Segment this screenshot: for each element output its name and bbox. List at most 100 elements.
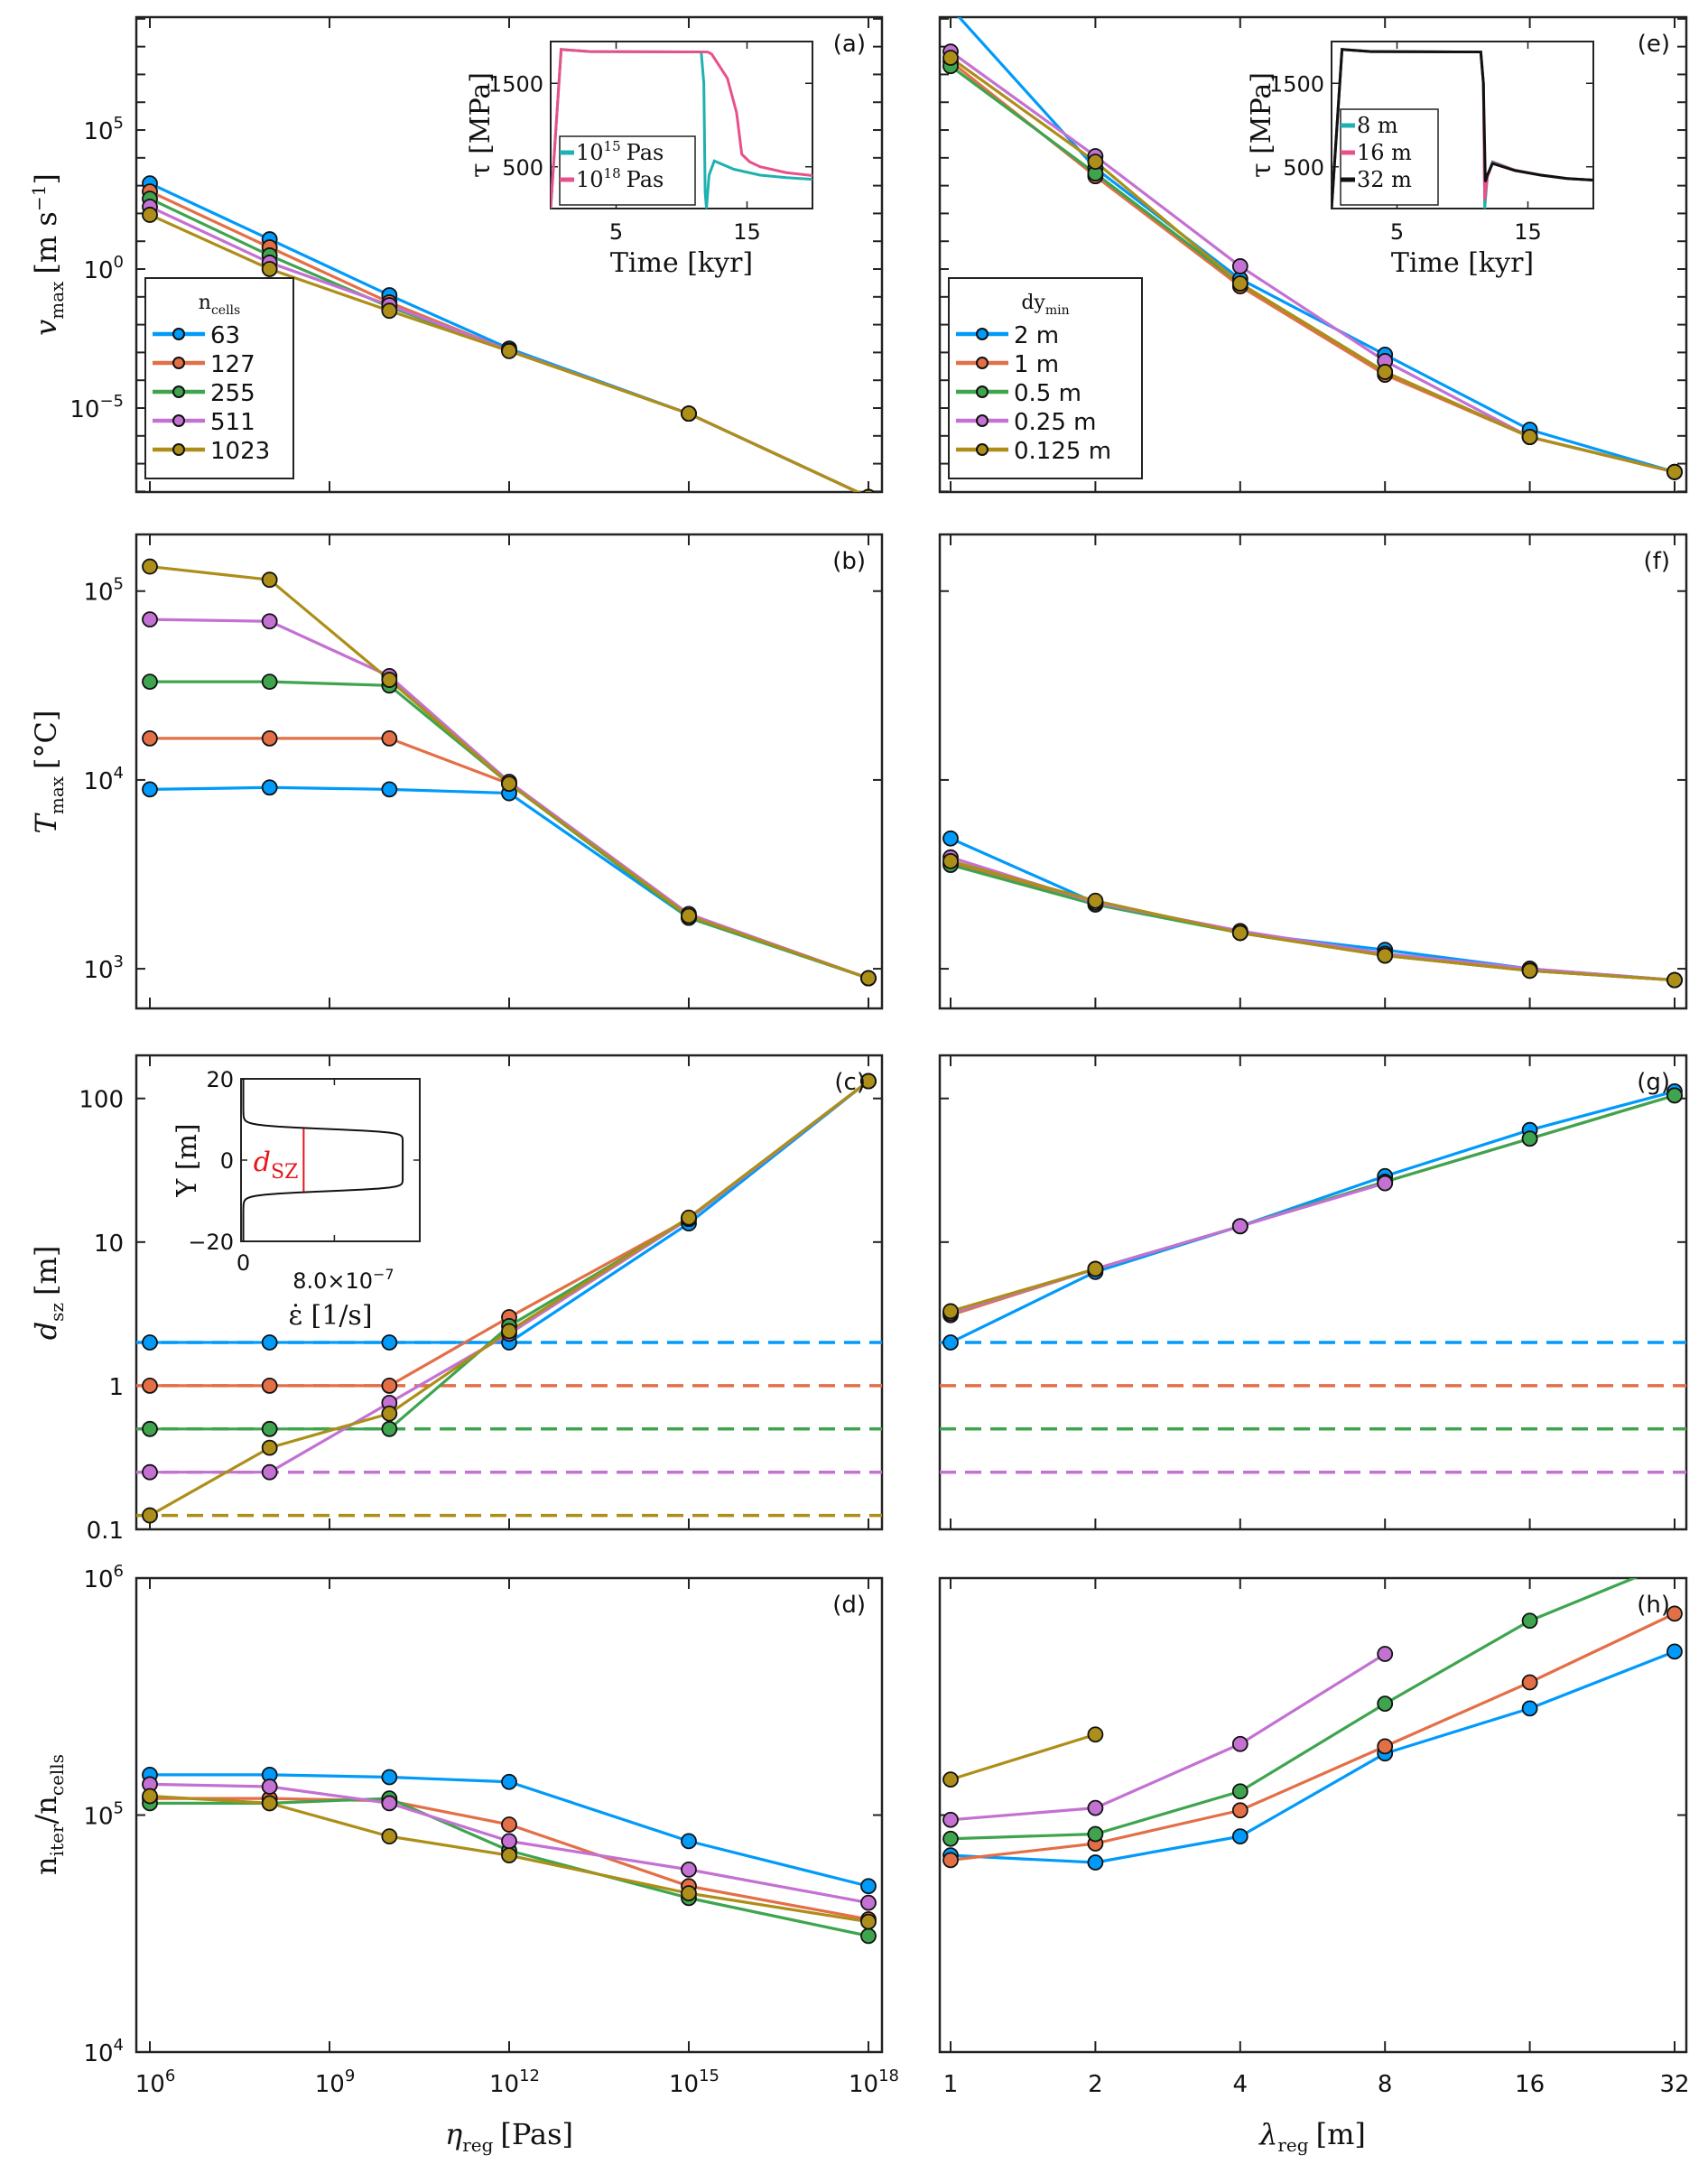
- y-tick-label-sup: 5: [114, 1799, 124, 1818]
- y-tick-label-base: 10: [83, 1566, 113, 1593]
- panel-label: (f): [1644, 548, 1670, 575]
- data-point: [1521, 962, 1538, 980]
- data-point: [1521, 1130, 1538, 1147]
- plot-frame: [938, 1576, 1688, 2054]
- inset-x-tick-label: 15: [733, 219, 761, 245]
- x-tick-label-sup: 6: [165, 2066, 175, 2085]
- legend-marker: [976, 328, 989, 340]
- y-tick-label-sup: 3: [114, 952, 124, 971]
- inset-x-tick-label: 8.0×10−7: [292, 1266, 394, 1294]
- inset-legend-entry: 32 m: [1357, 167, 1412, 192]
- data-point: [1377, 1175, 1394, 1192]
- data-point: [1087, 1260, 1104, 1277]
- x-tick-label: 106: [135, 2066, 176, 2098]
- data-point: [1666, 463, 1683, 480]
- x-tick-label-sup: 12: [519, 2066, 540, 2085]
- plot-area: [942, 1578, 1683, 1871]
- data-point: [381, 1378, 398, 1394]
- y-tick-label: 106: [83, 1562, 124, 1593]
- data-point: [142, 611, 158, 628]
- legend-entry: 255: [210, 380, 255, 407]
- data-point: [1087, 1799, 1104, 1816]
- inset-x-tick-label: 5: [609, 219, 623, 245]
- x-tick-label-base: 10: [669, 2071, 699, 2098]
- plot-frame: [938, 15, 1688, 494]
- data-point: [142, 1378, 158, 1394]
- legend-title: ncells: [199, 292, 240, 318]
- plot-area: [942, 17, 1683, 480]
- data-point: [261, 1334, 278, 1351]
- y-tick-label: 10−5: [70, 392, 124, 423]
- series-line: [950, 856, 1676, 982]
- plot-frame: [135, 533, 884, 1010]
- series-line: [149, 618, 869, 980]
- inset-legend-base: 8 m: [1357, 113, 1398, 138]
- x-tick-label-base: 4: [1233, 2071, 1249, 2098]
- inset-ylabel: τ [MPa]: [1246, 72, 1277, 178]
- panel-label: (a): [833, 31, 866, 58]
- ylabel-d: niter/ncells: [29, 1754, 68, 1875]
- legend-marker: [976, 414, 989, 427]
- inset-legend-base: 10: [576, 140, 604, 165]
- data-point: [381, 1828, 398, 1845]
- data-point: [381, 1795, 398, 1812]
- data-point: [261, 673, 278, 691]
- y-tick-label-base: 1: [108, 1374, 124, 1401]
- data-point: [1231, 1783, 1249, 1800]
- plot-area: [142, 558, 877, 987]
- data-point: [381, 672, 398, 688]
- series-line: [950, 863, 1676, 982]
- data-point: [142, 207, 158, 223]
- x-tick-label-base: 32: [1659, 2071, 1689, 2098]
- x-tick-label-sup: 18: [878, 2066, 899, 2085]
- series-line: [950, 1578, 1638, 1841]
- data-point: [1231, 275, 1249, 292]
- inset-xlabel: Time [kyr]: [1391, 247, 1534, 279]
- data-point: [142, 1507, 158, 1524]
- data-point: [1666, 1087, 1683, 1104]
- plot-frame: [135, 1576, 884, 2054]
- data-point: [681, 907, 697, 924]
- inset-x-tick-sup: −7: [373, 1266, 395, 1283]
- y-tick-label-base: 10: [83, 1804, 113, 1831]
- series-line: [149, 1794, 869, 1924]
- legend-entry: 1 m: [1014, 351, 1059, 378]
- x-tick-label: 109: [315, 2066, 356, 2098]
- inset-legend-base: 10: [576, 167, 604, 192]
- inset-ylabel: τ [MPa]: [465, 72, 497, 178]
- x-tick-label: 16: [1515, 2071, 1545, 2098]
- legend-marker: [172, 385, 185, 398]
- legend-marker: [976, 443, 989, 456]
- x-tick-label-base: 8: [1378, 2071, 1393, 2098]
- panel-e: (e) dymin 2 m1 m0.5 m0.25 m0.125 m 5 15 500 15…: [938, 15, 1688, 494]
- data-point: [501, 1816, 517, 1833]
- dsz-annotation: dSZ: [254, 1147, 299, 1184]
- x-tick-label-base: 10: [315, 2071, 345, 2098]
- legend-entry: 127: [210, 351, 255, 378]
- inset-series-line: [1332, 48, 1593, 209]
- data-point: [1521, 1700, 1538, 1717]
- data-point: [142, 1420, 158, 1437]
- data-point: [862, 488, 875, 492]
- data-point: [860, 1913, 877, 1930]
- strain-rate-profile: [242, 1079, 404, 1241]
- data-point: [1231, 1828, 1249, 1845]
- panel-label: (g): [1637, 1069, 1670, 1096]
- legend-title-sub: cells: [211, 303, 240, 318]
- data-point: [1087, 1825, 1104, 1843]
- data-point: [142, 558, 158, 575]
- series-line: [950, 859, 1676, 982]
- data-point: [1377, 1695, 1394, 1713]
- series-line: [950, 1090, 1676, 1344]
- series-line: [950, 1732, 1096, 1781]
- inset-legend-box: [559, 135, 696, 206]
- y-tick-label-base: 10: [83, 257, 113, 284]
- x-tick-label: 1012: [489, 2066, 540, 2098]
- series-line: [950, 1649, 1676, 1864]
- series-line: [150, 680, 869, 980]
- legend-title-main: dy: [1021, 292, 1045, 314]
